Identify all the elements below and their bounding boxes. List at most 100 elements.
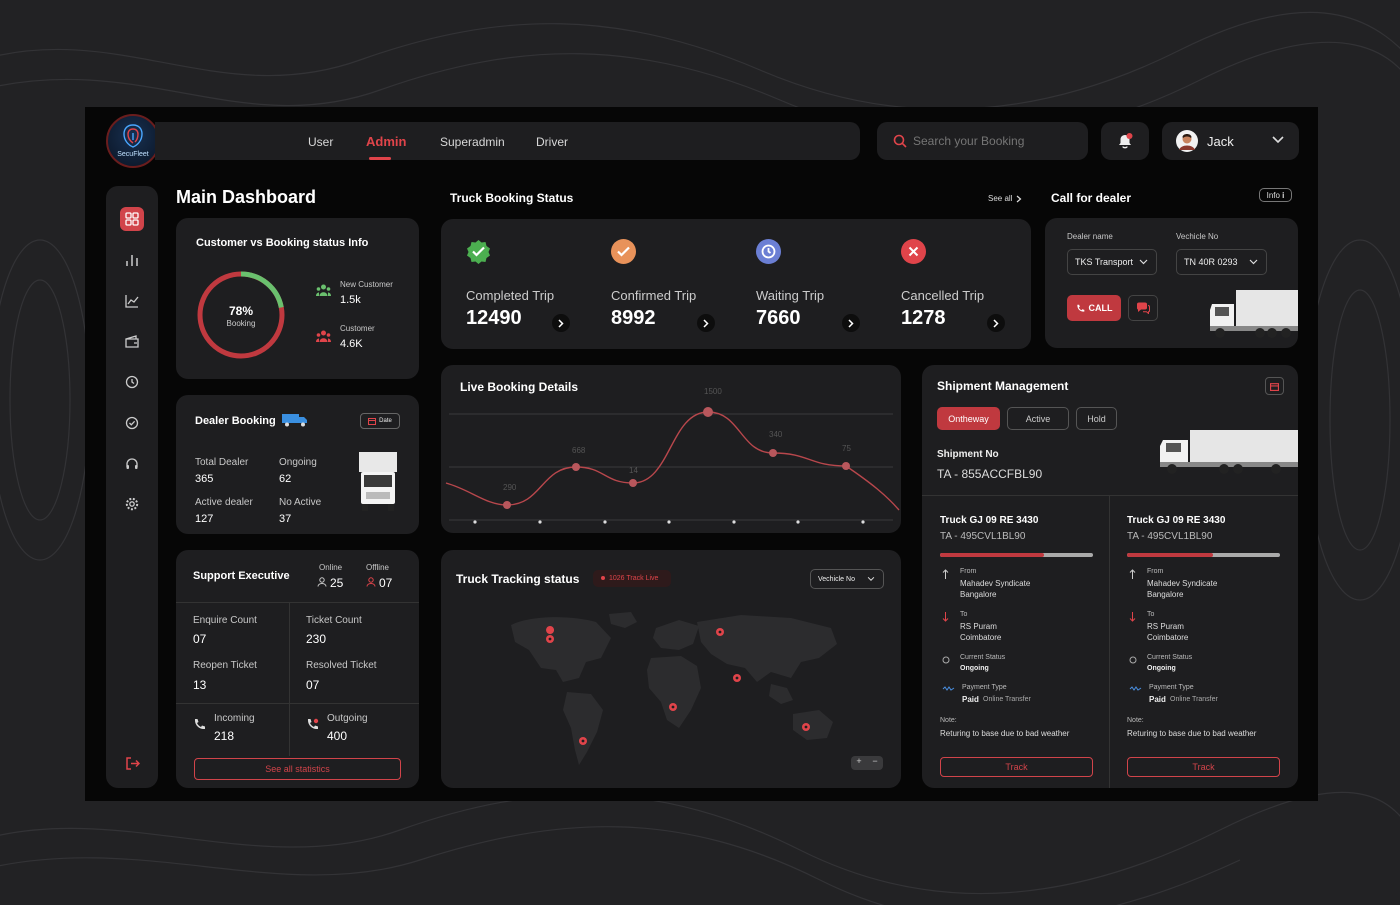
offline-value: 07 bbox=[379, 576, 393, 590]
headset-icon[interactable] bbox=[120, 452, 144, 476]
shipment-tab-active[interactable]: Active bbox=[1007, 407, 1069, 430]
arrow-up-icon bbox=[1129, 569, 1136, 579]
donut-center-label: Booking bbox=[226, 319, 256, 328]
active-dealer-value: 127 bbox=[195, 513, 214, 525]
shipment-tab-hold[interactable]: Hold bbox=[1076, 407, 1117, 430]
world-map[interactable] bbox=[501, 610, 846, 770]
bar-chart-icon[interactable] bbox=[120, 248, 144, 272]
from-line1: Mahadev Syndicate bbox=[1147, 579, 1218, 588]
arrow-down-icon bbox=[1129, 612, 1136, 622]
chat-button[interactable] bbox=[1128, 295, 1158, 321]
chevron-down-icon bbox=[1249, 259, 1258, 265]
ongoing-label: Ongoing bbox=[279, 457, 317, 468]
dashboard-frame: SecuFleet User Admin Superadmin Driver J… bbox=[85, 107, 1318, 801]
tab-admin[interactable]: Admin bbox=[366, 134, 407, 149]
status-detail-button[interactable] bbox=[842, 314, 860, 332]
user-name: Jack bbox=[1207, 134, 1234, 149]
shipment-calendar-button[interactable] bbox=[1265, 377, 1284, 395]
tracking-title: Truck Tracking status bbox=[456, 572, 580, 586]
vehicle-filter-label: Vechicle No bbox=[818, 575, 855, 583]
reopen-ticket-value: 13 bbox=[193, 678, 207, 692]
status-detail-button[interactable] bbox=[552, 314, 570, 332]
note-label: Note: bbox=[1127, 717, 1144, 724]
see-all-statistics-button[interactable]: See all statistics bbox=[194, 758, 401, 780]
from-line1: Mahadev Syndicate bbox=[960, 579, 1031, 588]
wallet-icon[interactable] bbox=[120, 330, 144, 354]
dashboard-icon[interactable] bbox=[120, 207, 144, 231]
enquire-count-label: Enquire Count bbox=[193, 615, 257, 626]
data-point bbox=[769, 449, 777, 457]
date-picker-button[interactable]: Date bbox=[360, 413, 400, 429]
trip-progress-bar bbox=[1127, 553, 1280, 557]
current-status-label: Current Status bbox=[1147, 654, 1193, 661]
to-line1: RS Puram bbox=[960, 622, 997, 631]
user-menu[interactable]: Jack bbox=[1162, 122, 1299, 160]
line-chart-icon[interactable] bbox=[120, 289, 144, 313]
offline-label: Offline bbox=[366, 563, 389, 572]
to-label: To bbox=[1147, 611, 1155, 618]
gear-icon[interactable] bbox=[120, 492, 144, 516]
chevron-right-icon[interactable] bbox=[1016, 195, 1022, 203]
ongoing-value: 62 bbox=[279, 473, 292, 485]
truck-side-image bbox=[1160, 430, 1298, 474]
check-status-icon bbox=[467, 240, 490, 264]
x-tick-dot bbox=[732, 520, 736, 524]
logout-icon[interactable] bbox=[120, 751, 144, 775]
truck-icon bbox=[282, 414, 307, 427]
history-icon[interactable] bbox=[120, 370, 144, 394]
sidebar bbox=[106, 186, 158, 788]
vehicle-no-select[interactable]: TN 40R 0293 bbox=[1176, 249, 1267, 275]
check-circle-icon[interactable] bbox=[120, 411, 144, 435]
live-booking-chart: 290 668 14 1500 340 75 bbox=[445, 387, 900, 524]
track-button[interactable]: Track bbox=[940, 757, 1093, 777]
vehicle-no-label: Vechicle No bbox=[1176, 232, 1219, 241]
track-button[interactable]: Track bbox=[1127, 757, 1280, 777]
info-icon: i bbox=[1282, 190, 1285, 200]
see-all-link[interactable]: See all bbox=[988, 194, 1013, 203]
data-label: 14 bbox=[629, 466, 638, 475]
map-pins bbox=[546, 626, 810, 745]
card-brand-icon bbox=[1129, 686, 1142, 691]
truck-front-image bbox=[359, 452, 397, 511]
live-dot-icon bbox=[601, 576, 605, 580]
clock-status-icon bbox=[756, 239, 781, 264]
truck-name: Truck GJ 09 RE 3430 bbox=[940, 515, 1039, 526]
zoom-controls: + − bbox=[851, 756, 883, 770]
status-value: 7660 bbox=[756, 307, 801, 329]
tab-user[interactable]: User bbox=[308, 135, 334, 149]
customer-info-card: Customer vs Booking status Info 78% Book… bbox=[176, 218, 419, 379]
status-value: 12490 bbox=[466, 307, 522, 329]
notification-button[interactable] bbox=[1101, 122, 1149, 160]
status-detail-button[interactable] bbox=[697, 314, 715, 332]
brand-logo[interactable]: SecuFleet bbox=[106, 114, 160, 168]
calendar-icon bbox=[1270, 382, 1279, 391]
search-box[interactable] bbox=[877, 122, 1088, 160]
chevron-down-icon[interactable] bbox=[1272, 136, 1284, 144]
active-dealer-label: Active dealer bbox=[195, 497, 253, 508]
calendar-icon bbox=[368, 418, 377, 425]
zoom-out-button[interactable]: − bbox=[872, 756, 878, 766]
dealer-name-select[interactable]: TKS Transport bbox=[1067, 249, 1157, 275]
live-booking-card: Live Booking Details 290 668 14 1500 340 75 bbox=[441, 365, 901, 533]
from-line2: Bangalore bbox=[1147, 590, 1184, 599]
tab-superadmin[interactable]: Superadmin bbox=[440, 135, 505, 149]
data-point bbox=[703, 407, 713, 417]
x-tick-dot bbox=[473, 520, 477, 524]
call-button[interactable]: CALL bbox=[1067, 295, 1121, 321]
user-icon bbox=[317, 577, 327, 587]
outgoing-label: Outgoing bbox=[327, 713, 368, 724]
ticket-count-label: Ticket Count bbox=[306, 615, 362, 626]
status-detail-button[interactable] bbox=[987, 314, 1005, 332]
info-button[interactable]: Info i bbox=[1259, 188, 1292, 202]
tab-driver[interactable]: Driver bbox=[536, 135, 568, 149]
truck-side-image bbox=[1210, 290, 1298, 338]
shipment-tab-ontheway[interactable]: Ontheway bbox=[937, 407, 1000, 430]
arrow-up-icon bbox=[942, 569, 949, 579]
data-label: 290 bbox=[503, 483, 517, 492]
zoom-in-button[interactable]: + bbox=[856, 756, 862, 766]
trip-progress-fill bbox=[940, 553, 1045, 557]
donut-percent: 78% bbox=[228, 304, 254, 318]
search-input[interactable] bbox=[913, 132, 1073, 150]
vehicle-no-filter[interactable]: Vechicle No bbox=[810, 569, 884, 589]
data-label: 1500 bbox=[704, 387, 722, 396]
